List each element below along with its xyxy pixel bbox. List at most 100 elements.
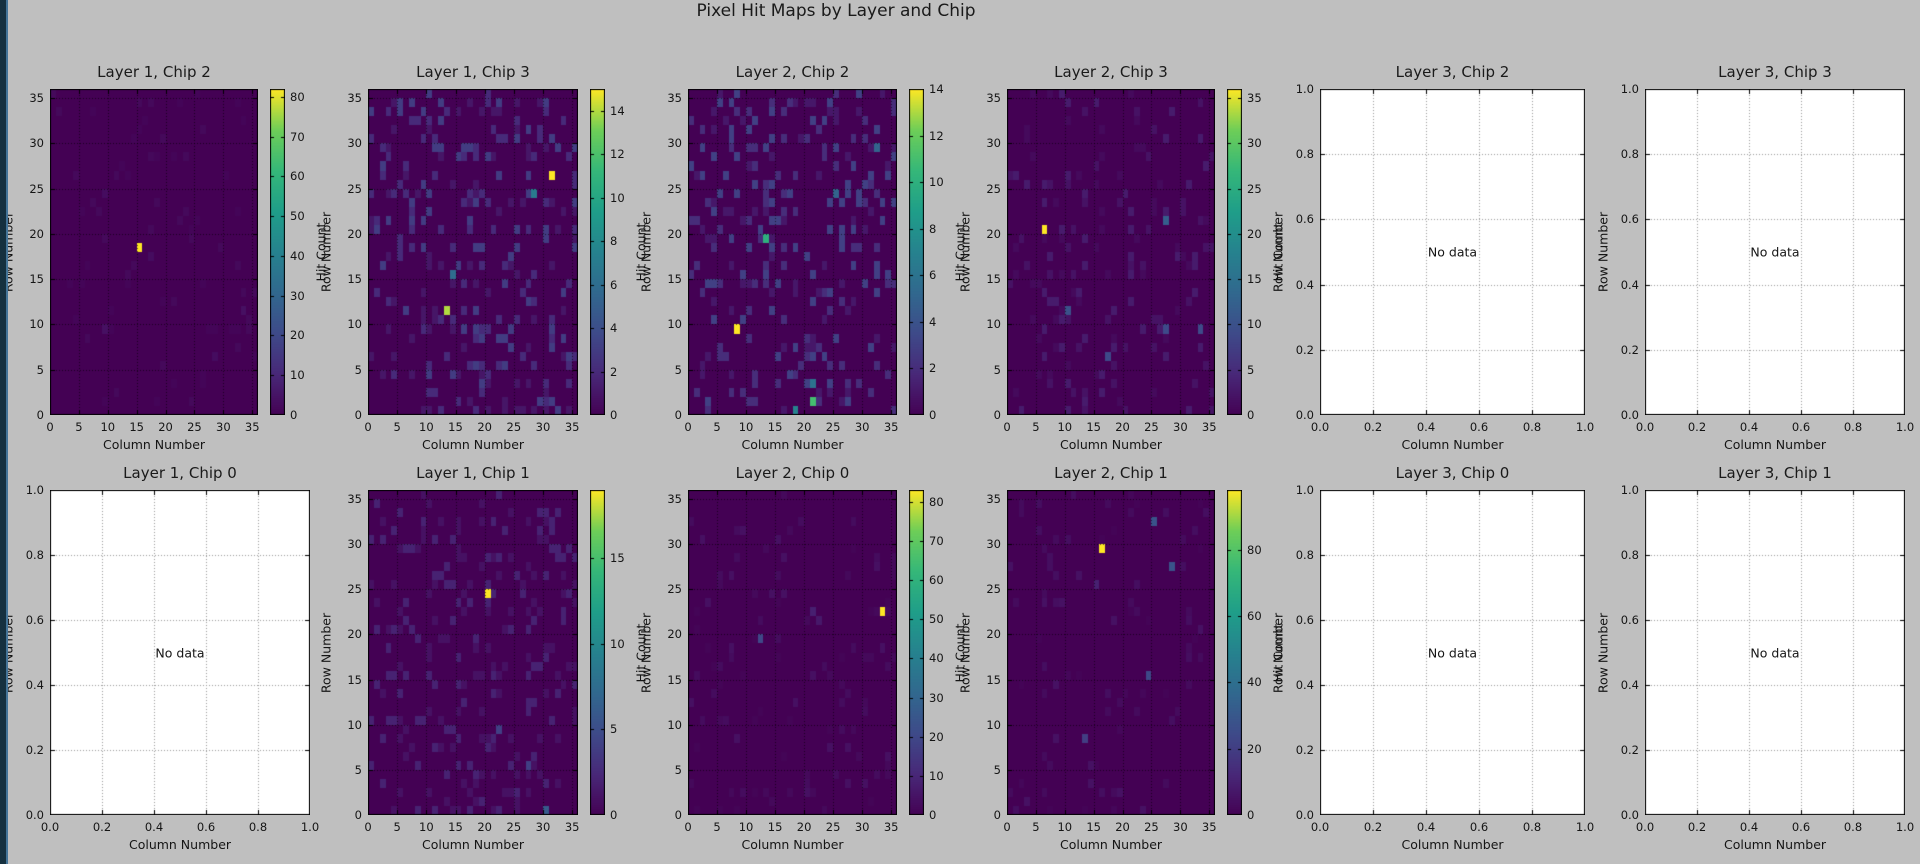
x-tick-label: 1.0 (1895, 420, 1915, 434)
empty-plot-canvas (50, 490, 310, 815)
x-tick-label: 0.0 (1310, 420, 1330, 434)
x-tick-label: 30 (535, 420, 551, 434)
figure-title: Pixel Hit Maps by Layer and Chip (696, 1, 976, 21)
y-tick-label: 35 (347, 492, 362, 507)
y-tick-label: 35 (667, 492, 682, 507)
x-tick-label: 0.4 (1416, 820, 1436, 834)
colorbar-tick-label: 20 (1247, 741, 1262, 756)
colorbar-tick-label: 25 (1247, 181, 1262, 196)
x-tick-label: 30 (854, 420, 870, 434)
heatmap-canvas (368, 490, 578, 815)
colorbar-tick-label: 4 (610, 321, 618, 336)
x-tick-label: 0 (684, 420, 692, 434)
no-data-text: No data (1427, 244, 1478, 260)
y-tick-label: 0.2 (25, 743, 44, 757)
colorbar-label: Hit Count (952, 623, 968, 682)
colorbar-tick-label: 80 (929, 494, 944, 509)
colorbar-tick-label: 0 (610, 408, 618, 422)
colorbar-tick-label: 0 (929, 808, 937, 822)
y-tick-label: 0.8 (1620, 147, 1639, 162)
subplot-title: Layer 3, Chip 3 (1718, 63, 1832, 81)
x-tick-label: 10 (738, 820, 754, 834)
x-tick-label: 15 (767, 820, 783, 834)
colorbar-label: Hit Count (633, 623, 649, 682)
x-tick-label: 30 (216, 420, 231, 434)
x-tick-label: 30 (1173, 820, 1188, 834)
colorbar-tick-label: 0 (610, 808, 618, 822)
no-data-text: No data (1427, 645, 1478, 660)
colorbar-tick-label: 6 (929, 268, 937, 283)
y-tick-label: 30 (29, 136, 44, 151)
x-tick-label: 15 (129, 420, 144, 434)
x-axis-label: Column Number (1723, 437, 1827, 452)
heatmap-canvas (368, 89, 578, 415)
y-tick-label: 0 (993, 408, 1001, 422)
x-tick-label: 15 (767, 420, 783, 434)
colorbar-tick-label: 40 (1247, 675, 1262, 690)
x-tick-label: 0 (46, 420, 54, 434)
x-tick-label: 10 (419, 820, 434, 834)
x-tick-label: 10 (419, 420, 434, 434)
subplot-title: Layer 2, Chip 2 (735, 63, 850, 81)
colorbar-tick-label: 30 (290, 288, 305, 303)
x-tick-label: 0 (684, 820, 692, 834)
x-tick-label: 0.8 (1522, 420, 1542, 434)
x-tick-label: 25 (825, 820, 841, 834)
colorbar-tick-label: 40 (290, 248, 305, 263)
colorbar-tick-label: 0 (1247, 808, 1255, 822)
colorbar-canvas (1227, 490, 1242, 815)
y-tick-label: 0.6 (1620, 613, 1639, 627)
colorbar-tick-label: 2 (610, 364, 618, 379)
y-axis-label: Row Number (957, 211, 973, 293)
x-tick-label: 10 (1057, 420, 1073, 434)
x-tick-label: 1.0 (1895, 820, 1915, 834)
x-tick-label: 0 (364, 820, 372, 834)
colorbar-tick-label: 20 (1247, 226, 1262, 241)
colorbar-tick-label: 0 (290, 408, 298, 422)
x-tick-label: 10 (738, 420, 754, 434)
x-tick-label: 0.0 (1635, 820, 1655, 834)
x-tick-label: 5 (713, 420, 721, 434)
colorbar-label: Hit Count (313, 222, 329, 282)
y-tick-label: 25 (667, 582, 682, 597)
colorbar-tick-label: 10 (929, 768, 944, 783)
y-tick-label: 5 (993, 362, 1001, 377)
no-data-text: No data (1750, 244, 1800, 260)
x-tick-label: 0.0 (40, 820, 60, 834)
y-tick-label: 1.0 (25, 483, 44, 497)
x-tick-label: 25 (506, 820, 522, 834)
y-tick-label: 0.8 (1295, 548, 1314, 562)
y-tick-label: 0.4 (1620, 277, 1639, 292)
colorbar-canvas (590, 490, 605, 815)
y-tick-label: 5 (993, 762, 1001, 777)
x-axis-label: Column Number (1401, 837, 1504, 852)
subplot-title: Layer 1, Chip 1 (416, 464, 530, 482)
y-axis-label: Row Number (1595, 612, 1611, 693)
x-tick-label: 0.0 (1635, 420, 1655, 434)
y-tick-label: 0.6 (25, 613, 44, 627)
y-tick-label: 5 (674, 362, 682, 377)
y-tick-label: 0.4 (1295, 678, 1314, 692)
colorbar-tick-label: 14 (929, 82, 944, 96)
x-tick-label: 5 (393, 820, 401, 834)
y-axis-label: Row Number (638, 211, 654, 293)
colorbar-label: Hit Count (1270, 222, 1286, 282)
colorbar-canvas (590, 89, 605, 415)
y-tick-label: 35 (986, 492, 1001, 507)
x-tick-label: 35 (883, 420, 899, 434)
y-tick-label: 15 (986, 272, 1001, 287)
x-tick-label: 25 (825, 420, 841, 434)
x-tick-label: 35 (564, 820, 580, 834)
colorbar-label: Hit Count (1270, 623, 1286, 682)
x-tick-label: 35 (1201, 820, 1217, 834)
y-tick-label: 0.6 (1295, 613, 1314, 627)
y-tick-label: 10 (986, 717, 1001, 732)
x-tick-label: 20 (796, 420, 812, 434)
colorbar-tick-label: 80 (1247, 542, 1262, 557)
x-tick-label: 30 (1173, 420, 1188, 434)
colorbar-tick-label: 30 (929, 690, 944, 705)
